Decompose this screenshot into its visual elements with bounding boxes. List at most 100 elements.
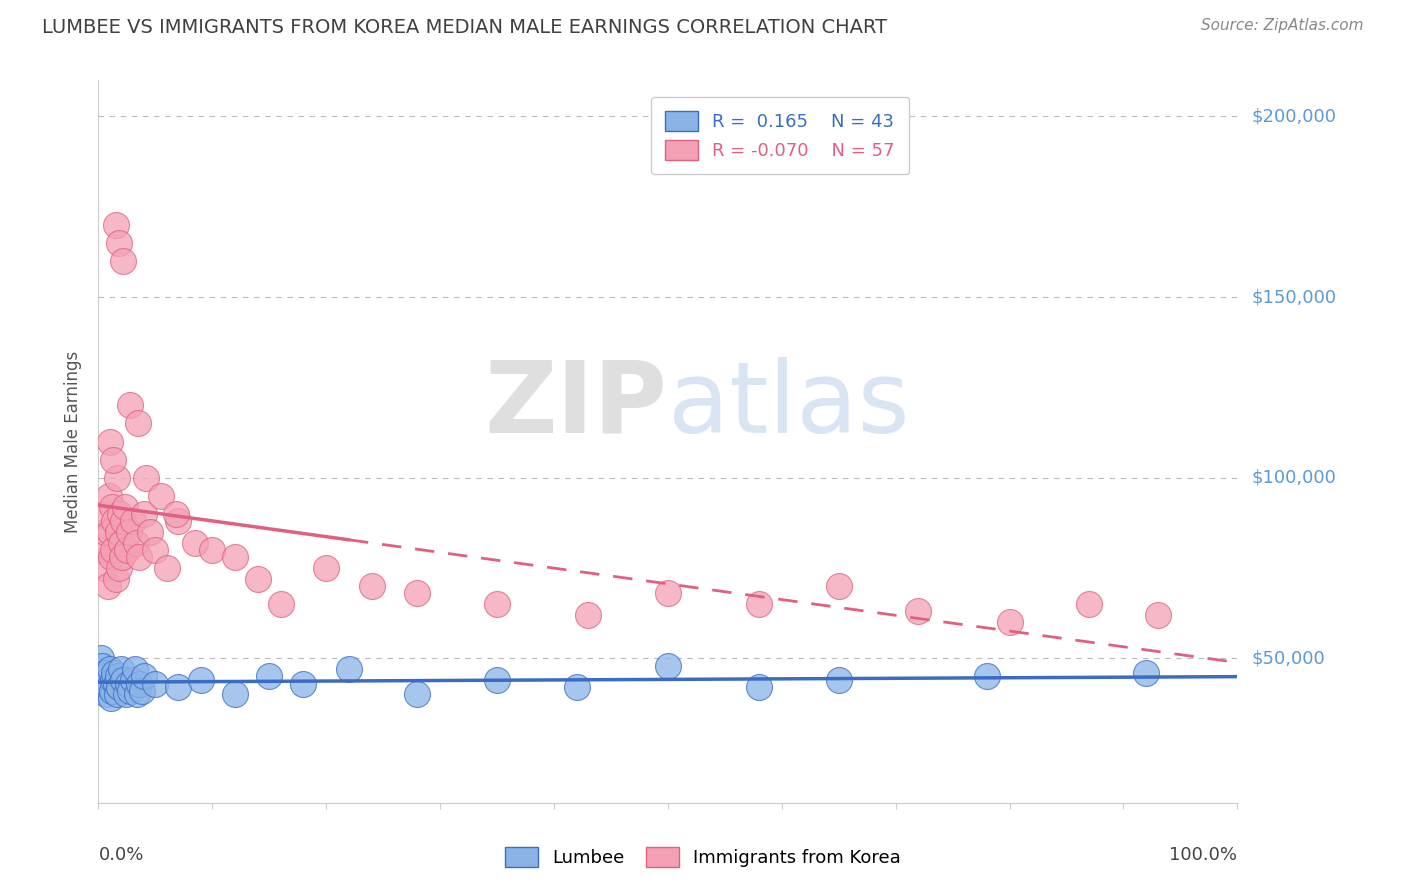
Point xyxy=(565,680,588,694)
Point xyxy=(90,542,112,557)
Point xyxy=(96,579,118,593)
Point xyxy=(121,514,143,528)
Point xyxy=(1146,607,1168,622)
Point xyxy=(246,572,269,586)
Point xyxy=(91,669,114,683)
Point xyxy=(107,669,129,683)
Point xyxy=(128,550,150,565)
Point xyxy=(100,550,122,565)
Point xyxy=(105,470,128,484)
Text: $150,000: $150,000 xyxy=(1251,288,1336,306)
Point xyxy=(110,662,132,676)
Point xyxy=(828,673,851,687)
Text: Source: ZipAtlas.com: Source: ZipAtlas.com xyxy=(1201,18,1364,33)
Point xyxy=(131,683,153,698)
Point xyxy=(96,507,118,521)
Point xyxy=(121,673,143,687)
Point xyxy=(108,680,131,694)
Point xyxy=(96,673,118,687)
Point xyxy=(98,524,121,539)
Point xyxy=(103,514,125,528)
Point xyxy=(117,676,139,690)
Text: $50,000: $50,000 xyxy=(1251,649,1324,667)
Point xyxy=(114,687,136,701)
Point xyxy=(98,662,121,676)
Point xyxy=(112,673,135,687)
Point xyxy=(124,662,146,676)
Point xyxy=(101,683,124,698)
Point xyxy=(101,500,124,514)
Point xyxy=(190,673,212,687)
Point xyxy=(576,607,599,622)
Legend: Lumbee, Immigrants from Korea: Lumbee, Immigrants from Korea xyxy=(498,839,908,874)
Point xyxy=(90,658,112,673)
Point xyxy=(337,662,360,676)
Point xyxy=(167,680,190,694)
Point xyxy=(138,524,160,539)
Point xyxy=(100,691,122,706)
Point xyxy=(132,669,155,683)
Point xyxy=(270,597,292,611)
Point xyxy=(184,535,207,549)
Point xyxy=(108,507,131,521)
Point xyxy=(114,500,136,514)
Point xyxy=(1135,665,1157,680)
Text: $200,000: $200,000 xyxy=(1251,107,1336,126)
Point xyxy=(98,434,121,449)
Point xyxy=(120,683,142,698)
Point xyxy=(748,597,770,611)
Text: LUMBEE VS IMMIGRANTS FROM KOREA MEDIAN MALE EARNINGS CORRELATION CHART: LUMBEE VS IMMIGRANTS FROM KOREA MEDIAN M… xyxy=(42,18,887,37)
Point xyxy=(104,676,127,690)
Point xyxy=(156,561,179,575)
Point xyxy=(94,665,117,680)
Point xyxy=(292,676,315,690)
Point xyxy=(103,542,125,557)
Point xyxy=(112,253,135,268)
Point xyxy=(127,687,149,701)
Point xyxy=(108,235,131,250)
Point xyxy=(360,579,382,593)
Point xyxy=(406,687,429,701)
Legend: R =  0.165    N = 43, R = -0.070    N = 57: R = 0.165 N = 43, R = -0.070 N = 57 xyxy=(651,96,910,174)
Point xyxy=(657,658,679,673)
Point xyxy=(93,676,115,690)
Point xyxy=(125,535,148,549)
Point xyxy=(167,514,190,528)
Point xyxy=(486,597,509,611)
Point xyxy=(96,687,118,701)
Point xyxy=(93,561,115,575)
Point xyxy=(748,680,770,694)
Point xyxy=(128,676,150,690)
Point xyxy=(998,615,1021,630)
Point xyxy=(657,586,679,600)
Point xyxy=(103,665,125,680)
Text: $100,000: $100,000 xyxy=(1251,468,1336,487)
Point xyxy=(224,687,246,701)
Point xyxy=(105,687,128,701)
Point xyxy=(224,550,246,565)
Point xyxy=(1078,597,1101,611)
Point xyxy=(907,604,929,618)
Text: ZIP: ZIP xyxy=(485,357,668,454)
Point xyxy=(828,579,851,593)
Point xyxy=(104,572,127,586)
Point xyxy=(127,417,149,431)
Point xyxy=(315,561,337,575)
Point xyxy=(145,542,167,557)
Y-axis label: Median Male Earnings: Median Male Earnings xyxy=(65,351,83,533)
Point xyxy=(132,507,155,521)
Point xyxy=(486,673,509,687)
Point xyxy=(201,542,224,557)
Point xyxy=(118,524,141,539)
Point xyxy=(150,489,173,503)
Point xyxy=(107,524,129,539)
Text: atlas: atlas xyxy=(668,357,910,454)
Point xyxy=(111,550,134,565)
Point xyxy=(112,514,135,528)
Point xyxy=(97,489,120,503)
Point xyxy=(406,586,429,600)
Point xyxy=(120,398,142,412)
Point xyxy=(135,470,157,484)
Point xyxy=(103,452,125,467)
Point xyxy=(110,535,132,549)
